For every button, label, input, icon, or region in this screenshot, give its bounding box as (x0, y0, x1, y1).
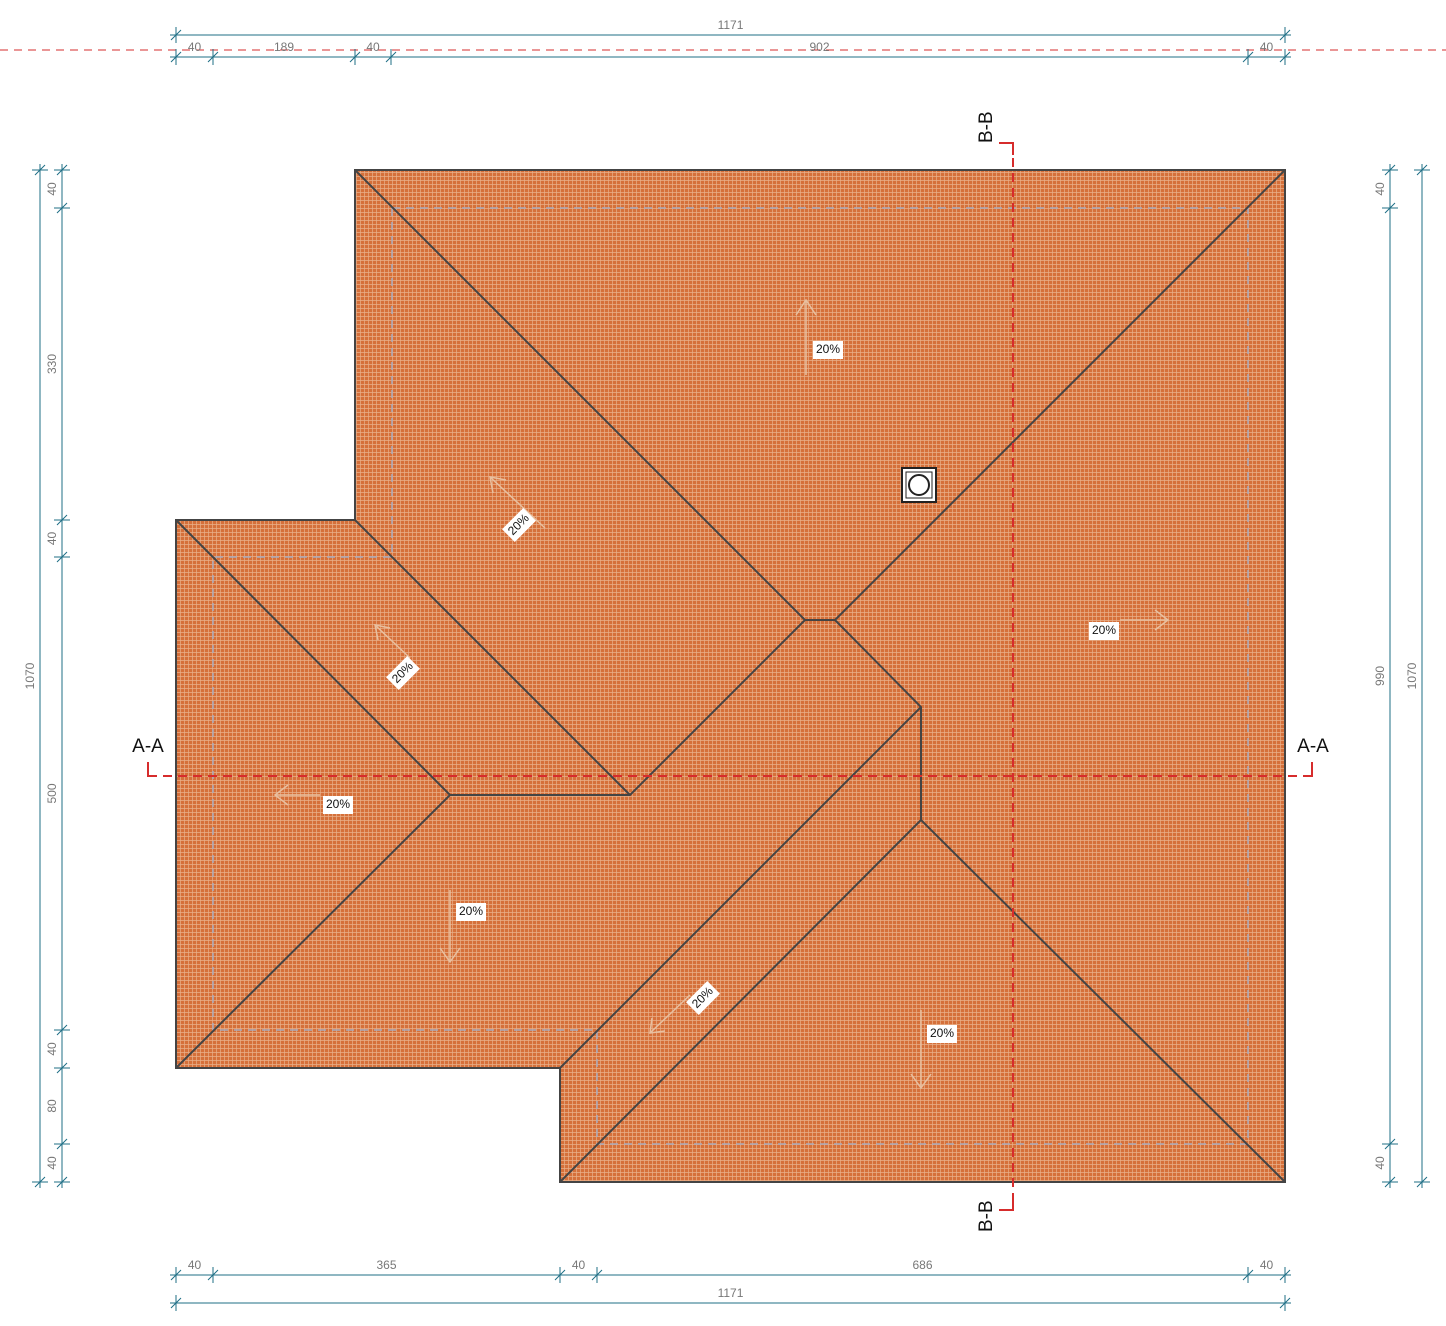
dim-tick (54, 551, 70, 563)
dim-label: 40 (1260, 1258, 1274, 1272)
dim-tick (207, 49, 219, 65)
section-mark-b (999, 142, 1014, 1211)
section-label: A-A (1297, 736, 1329, 757)
dim-tick (1414, 1176, 1430, 1188)
dim-tick (1414, 164, 1430, 176)
dim-tick (170, 27, 182, 43)
dim-label: 902 (809, 40, 829, 54)
slope-tag: 20% (1089, 622, 1119, 640)
dim-label: 40 (45, 1156, 59, 1170)
dim-label: 40 (45, 532, 59, 546)
roof-outline (175, 169, 1286, 1183)
dim-tick (54, 1024, 70, 1036)
dim-tick (170, 1295, 182, 1311)
dim-label: 40 (1260, 40, 1274, 54)
dim-label: 80 (45, 1099, 59, 1113)
dim-label: 1070 (23, 662, 37, 689)
section-label: A-A (132, 736, 164, 757)
dim-label: 330 (45, 354, 59, 374)
slope-bg (813, 341, 843, 359)
dim-label: 40 (45, 182, 59, 196)
wall-outline (212, 207, 1249, 1145)
dim-label: 40 (572, 1258, 586, 1272)
ridges (175, 169, 1286, 1183)
dim-tick (54, 164, 70, 176)
slope-bg (456, 903, 486, 921)
dim-label: 40 (188, 1258, 202, 1272)
dim-tick (1382, 164, 1398, 176)
dim-tick (1242, 1267, 1254, 1283)
dim-label: 189 (274, 40, 294, 54)
slope-label: 20% (816, 342, 840, 356)
slope-tag: 20% (686, 981, 720, 1015)
slope-tag: 20% (927, 1025, 957, 1043)
section-label: B-B (976, 1200, 997, 1232)
slope-bg (323, 796, 353, 814)
dim-label: 1171 (718, 1286, 744, 1300)
dim-tick (1279, 27, 1291, 43)
dim-label: 686 (912, 1258, 932, 1272)
dim-tick (1242, 49, 1254, 65)
slope-label: 20% (1092, 623, 1116, 637)
slope-bg (927, 1025, 957, 1043)
dim-tick (349, 49, 361, 65)
dim-tick (32, 164, 48, 176)
dim-tick (1279, 49, 1291, 65)
slope-bg (502, 508, 536, 542)
dim-tick (1279, 1295, 1291, 1311)
dim-label: 1171 (718, 18, 744, 32)
slope-bg (386, 656, 420, 690)
section-mark-a (147, 762, 1313, 777)
slope-arrows (273, 298, 1170, 1090)
slope-bg (686, 981, 720, 1015)
dim-label: 40 (1373, 1156, 1387, 1170)
dim-tick (591, 1267, 603, 1283)
dim-tick (170, 1267, 182, 1283)
dim-tick (54, 202, 70, 214)
slope-bg (1089, 622, 1119, 640)
dim-tick (554, 1267, 566, 1283)
dim-tick (207, 1267, 219, 1283)
dim-tick (32, 1176, 48, 1188)
slope-tag: 20% (323, 796, 353, 814)
dim-label: 500 (45, 783, 59, 803)
dim-tick (54, 514, 70, 526)
dim-label: 40 (45, 1042, 59, 1056)
dim-tick (385, 49, 397, 65)
dim-tick (1279, 1267, 1291, 1283)
dim-label: 40 (366, 40, 380, 54)
section-label: B-B (976, 111, 997, 143)
dim-tick (1382, 1138, 1398, 1150)
dim-label: 40 (188, 40, 202, 54)
dim-label: 990 (1373, 666, 1387, 686)
dim-label: 365 (376, 1258, 396, 1272)
slope-label: 20% (930, 1026, 954, 1040)
dim-label: 1070 (1405, 662, 1419, 689)
slope-label: 20% (459, 904, 483, 918)
dim-tick (1382, 1176, 1398, 1188)
dim-tick (170, 49, 182, 65)
dim-tick (54, 1062, 70, 1074)
chimney (901, 467, 937, 503)
slope-tag: 20% (456, 903, 486, 921)
dim-tick (1382, 202, 1398, 214)
dim-tick (54, 1176, 70, 1188)
slope-tag: 20% (813, 341, 843, 359)
dim-label: 40 (1373, 182, 1387, 196)
dim-tick (54, 1138, 70, 1150)
slope-label: 20% (326, 797, 350, 811)
